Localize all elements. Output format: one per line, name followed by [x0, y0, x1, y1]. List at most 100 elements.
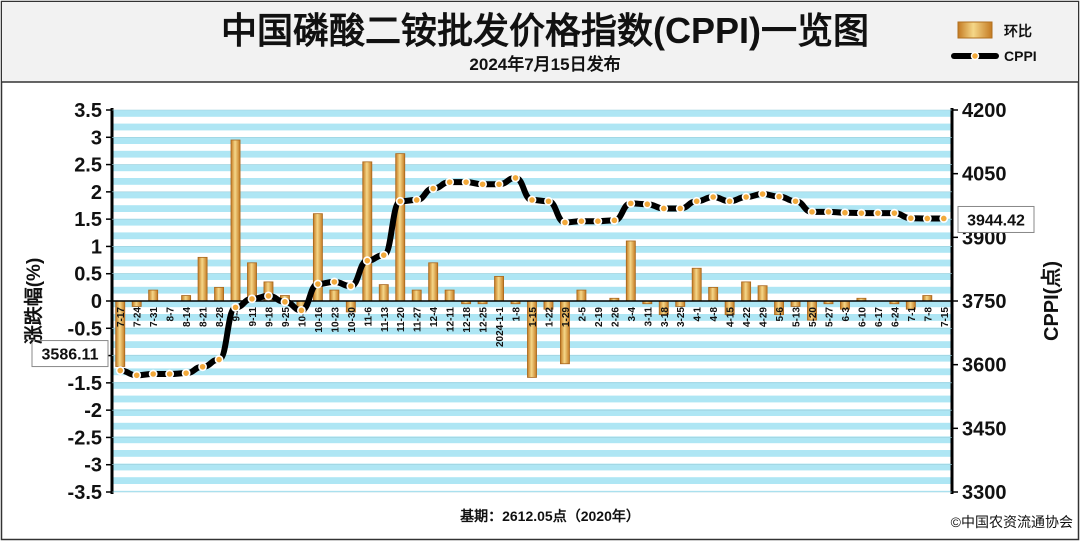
cppi-point	[428, 184, 438, 193]
header-band	[2, 2, 1078, 82]
cppi-point	[544, 196, 553, 206]
bar	[131, 300, 142, 307]
x-tick-label: 1-22	[544, 307, 555, 327]
x-tick-label: 1-8	[512, 307, 523, 322]
cppi-point	[873, 208, 883, 218]
x-tick-label: 10-30	[347, 307, 358, 333]
x-tick-label: 4-8	[709, 307, 720, 322]
left-axis-title: 涨跌幅(%)	[22, 258, 45, 345]
left-tick-label: 2	[91, 182, 102, 204]
left-tick-label: 1	[91, 236, 102, 258]
right-tick-label: 3750	[962, 291, 1007, 313]
bar	[148, 289, 159, 302]
bar	[197, 256, 208, 302]
cppi-point	[626, 198, 636, 208]
x-tick-label: 9-18	[264, 307, 275, 327]
cppi-point	[198, 362, 207, 372]
x-tick-label: 4-15	[726, 307, 737, 327]
left-tick-label: -0.5	[68, 318, 102, 340]
x-tick-label: 10-9	[297, 307, 308, 327]
left-tick-label: -2.5	[68, 427, 102, 449]
cppi-point	[774, 192, 784, 201]
cppi-point	[725, 196, 735, 206]
bar	[576, 289, 587, 302]
cppi-point	[807, 207, 817, 217]
chart-subtitle: 2024年7月15日发布	[469, 54, 620, 74]
cppi-point	[560, 218, 570, 227]
x-tick-label: 8-14	[182, 307, 193, 327]
x-tick-label: 6-10	[857, 307, 868, 327]
footer-copyright: ©中国农资流通协会	[951, 514, 1073, 530]
cppi-point	[577, 216, 586, 226]
left-tick-label: 3	[91, 127, 102, 149]
x-tick-label: 7-15	[940, 307, 951, 327]
cppi-point	[741, 192, 751, 202]
left-axis-ticks: 3.532.521.510.50-0.5-1-1.5-2-2.5-3-3.5	[68, 100, 112, 504]
x-tick-label: 5-27	[824, 307, 835, 327]
left-tick-label: -3.5	[68, 482, 102, 504]
annotation-label: 3586.11	[42, 347, 99, 364]
legend-bar-label: 环比	[1004, 23, 1032, 39]
cppi-point	[148, 369, 158, 379]
cppi-point	[395, 196, 405, 206]
legend: 环比 CPPI	[951, 21, 1037, 64]
cppi-point	[231, 302, 240, 312]
legend-bar-swatch	[957, 21, 993, 39]
cppi-point	[132, 370, 142, 380]
x-tick-label: 8-28	[215, 307, 226, 327]
x-tick-label: 9-4	[232, 307, 243, 322]
cppi-point	[527, 195, 537, 205]
cppi-point	[379, 250, 389, 260]
x-tick-label: 5-6	[775, 307, 786, 322]
x-tick-label: 9-25	[281, 307, 292, 327]
cppi-point	[165, 369, 175, 379]
annotation-label: 3944.42	[967, 212, 1025, 229]
cppi-point	[362, 256, 372, 266]
cppi-point	[445, 177, 455, 187]
bar	[675, 300, 686, 307]
bar	[625, 240, 636, 302]
cppi-point	[857, 208, 866, 218]
x-tick-label: 6-24	[890, 307, 901, 327]
x-tick-label: 7-24	[133, 307, 144, 327]
bar	[378, 284, 389, 302]
cppi-point	[593, 216, 603, 226]
bar	[708, 286, 719, 302]
bar	[362, 161, 373, 302]
x-tick-label: 7-17	[116, 307, 127, 327]
bar	[494, 276, 504, 302]
cppi-point	[642, 199, 652, 209]
cppi-point	[840, 208, 850, 218]
x-tick-label: 10-16	[314, 307, 325, 333]
right-axis-title: CPPI(点)	[1040, 261, 1063, 341]
cppi-point	[939, 214, 949, 223]
chart-title: 中国磷酸二铵批发价格指数(CPPI)一览图	[221, 10, 869, 51]
x-tick-label: 7-31	[149, 307, 160, 327]
cppi-point	[247, 294, 257, 304]
right-tick-label: 3450	[962, 418, 1007, 440]
left-tick-label: 2.5	[74, 155, 102, 177]
x-tick-label: 3-25	[676, 307, 687, 327]
right-tick-label: 3600	[962, 355, 1007, 377]
bar	[691, 267, 702, 302]
cppi-point	[659, 204, 669, 213]
right-tick-label: 3300	[962, 482, 1007, 504]
x-tick-label: 8-21	[199, 307, 210, 327]
cppi-point	[181, 368, 191, 378]
annotation-box	[31, 340, 109, 368]
cppi-line-series	[115, 173, 949, 380]
cppi-point	[280, 297, 290, 307]
bar	[230, 139, 241, 302]
cppi-point	[478, 179, 487, 189]
left-tick-label: 3.5	[74, 100, 102, 122]
x-tick-label: 1-29	[561, 307, 572, 327]
bar	[329, 289, 340, 302]
x-tick-label: 11-6	[363, 307, 374, 327]
x-tick-label: 11-20	[396, 307, 407, 332]
cppi-point	[313, 279, 323, 289]
x-tick-label: 2-26	[610, 307, 621, 327]
cppi-point	[906, 213, 916, 223]
right-tick-label: 4050	[962, 164, 1007, 186]
